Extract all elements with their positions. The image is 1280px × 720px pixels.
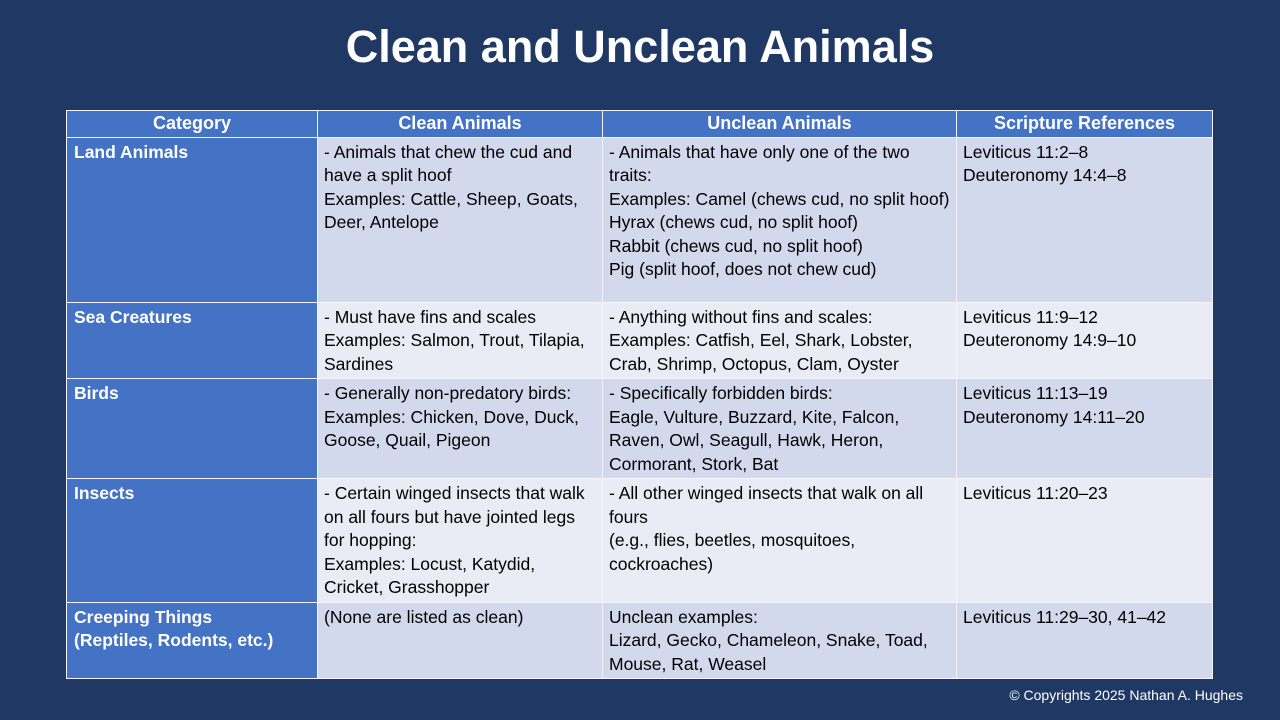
cell-scripture-sea-creatures: Leviticus 11:9–12 Deuteronomy 14:9–10 (956, 301, 1213, 379)
cell-scripture-creeping-things: Leviticus 11:29–30, 41–42 (956, 601, 1213, 679)
cell-unclean-insects: - All other winged insects that walk on … (602, 478, 957, 603)
cell-clean-birds: - Generally non-predatory birds: Example… (317, 378, 603, 479)
cell-clean-sea-creatures: - Must have fins and scales Examples: Sa… (317, 301, 603, 379)
column-header-clean-animals: Clean Animals (317, 110, 603, 138)
row-category-sea-creatures: Sea Creatures (66, 301, 318, 379)
table-row: Creeping Things (Reptiles, Rodents, etc.… (66, 601, 1213, 679)
cell-unclean-sea-creatures: - Anything without fins and scales: Exam… (602, 301, 957, 379)
row-category-birds: Birds (66, 378, 318, 479)
table-row: Land Animals - Animals that chew the cud… (66, 136, 1213, 303)
cell-unclean-land-animals: - Animals that have only one of the two … (602, 136, 957, 303)
column-header-category: Category (66, 110, 318, 138)
copyright-text: © Copyrights 2025 Nathan A. Hughes (1009, 687, 1243, 703)
clean-unclean-animals-table: Category Clean Animals Unclean Animals S… (66, 110, 1213, 679)
cell-clean-insects: - Certain winged insects that walk on al… (317, 478, 603, 603)
table-row: Insects - Certain winged insects that wa… (66, 478, 1213, 603)
page-title: Clean and Unclean Animals (345, 21, 935, 72)
cell-scripture-land-animals: Leviticus 11:2–8 Deuteronomy 14:4–8 (956, 136, 1213, 303)
cell-unclean-birds: - Specifically forbidden birds: Eagle, V… (602, 378, 957, 479)
cell-clean-creeping-things: (None are listed as clean) (317, 601, 603, 679)
column-header-unclean-animals: Unclean Animals (602, 110, 957, 138)
table-row: Birds - Generally non-predatory birds: E… (66, 378, 1213, 479)
row-category-land-animals: Land Animals (66, 136, 318, 303)
table-header-row: Category Clean Animals Unclean Animals S… (66, 110, 1213, 138)
row-category-creeping-things: Creeping Things (Reptiles, Rodents, etc.… (66, 601, 318, 679)
column-header-scripture-references: Scripture References (956, 110, 1213, 138)
table-row: Sea Creatures - Must have fins and scale… (66, 301, 1213, 379)
cell-scripture-birds: Leviticus 11:13–19 Deuteronomy 14:11–20 (956, 378, 1213, 479)
cell-clean-land-animals: - Animals that chew the cud and have a s… (317, 136, 603, 303)
cell-unclean-creeping-things: Unclean examples: Lizard, Gecko, Chamele… (602, 601, 957, 679)
cell-scripture-insects: Leviticus 11:20–23 (956, 478, 1213, 603)
row-category-insects: Insects (66, 478, 318, 603)
